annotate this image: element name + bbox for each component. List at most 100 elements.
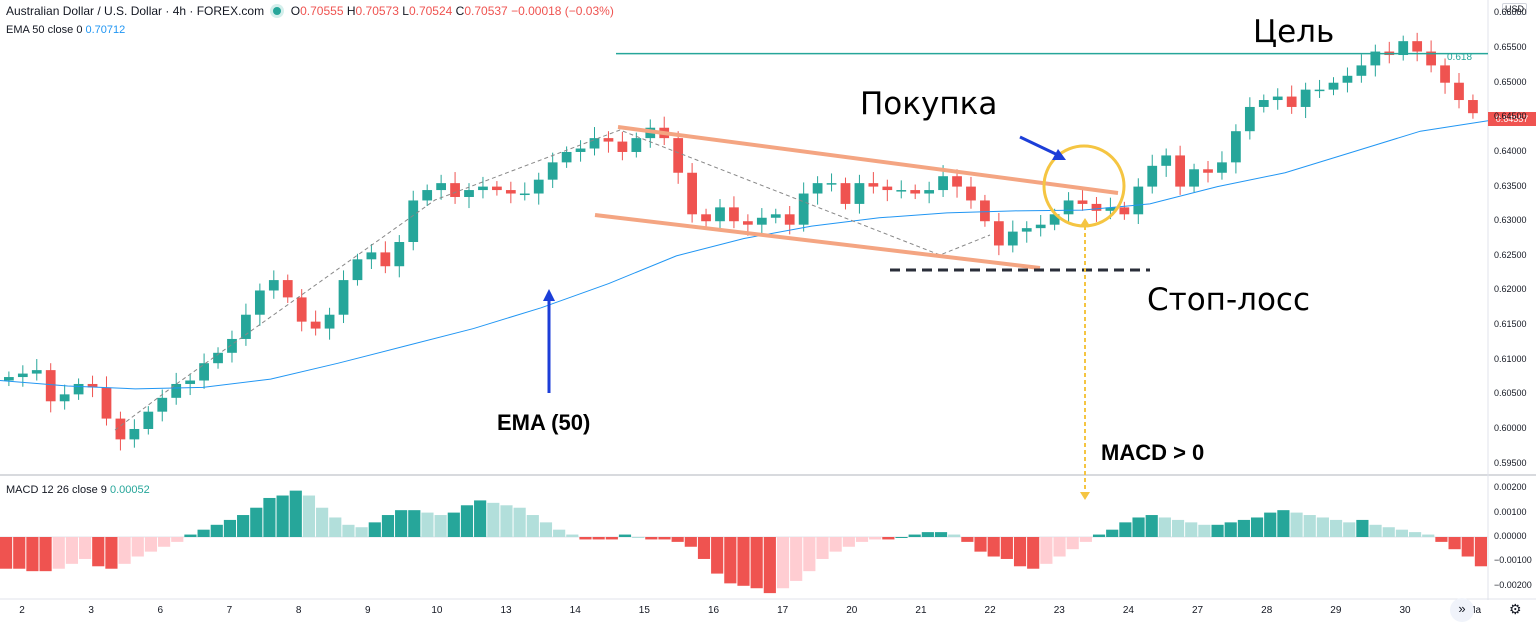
macd-bar xyxy=(223,519,237,537)
gear-icon[interactable]: ⚙ xyxy=(1509,601,1522,617)
macd-bar xyxy=(961,537,974,542)
time-tick: 6 xyxy=(157,605,164,616)
macd-bar xyxy=(948,534,961,537)
stop-loss-annotation: Стоп-лосс xyxy=(1147,282,1310,318)
candle xyxy=(1133,186,1144,215)
macd-bar xyxy=(355,527,368,537)
macd-bar xyxy=(526,515,539,537)
macd-bar xyxy=(1171,519,1185,537)
macd-bar xyxy=(737,537,750,586)
price-tick: 0.63500 xyxy=(1494,180,1527,191)
candle xyxy=(227,338,237,353)
macd-bar xyxy=(1185,522,1198,537)
candle xyxy=(938,176,948,191)
macd-bar xyxy=(487,502,500,537)
candle xyxy=(422,190,433,201)
candle xyxy=(241,314,251,339)
macd-bar xyxy=(250,507,263,537)
candle xyxy=(1203,169,1213,173)
macd-bar xyxy=(1013,537,1027,567)
price-tick: 0.63000 xyxy=(1494,215,1527,226)
time-tick: 29 xyxy=(1330,605,1342,616)
candle xyxy=(882,186,893,191)
macd-bar xyxy=(13,537,26,569)
macd-bar xyxy=(500,505,513,537)
price-tick: 0.62500 xyxy=(1494,249,1527,260)
macd-bar xyxy=(579,537,592,540)
candle xyxy=(1426,51,1436,66)
candle xyxy=(1217,162,1227,173)
candle xyxy=(631,138,642,152)
candle xyxy=(952,176,962,187)
macd-bar xyxy=(105,537,118,569)
macd-bar xyxy=(1264,512,1277,537)
macd-bar xyxy=(1066,537,1079,550)
close-value: 0.70537 xyxy=(464,4,508,18)
candle xyxy=(1021,228,1032,232)
candle xyxy=(896,190,907,192)
low-label: L xyxy=(402,4,409,18)
macd-bar xyxy=(816,537,829,559)
macd-link-head-bottom xyxy=(1080,492,1090,500)
macd-bar xyxy=(263,497,276,537)
change-value: −0.00018 (−0.03%) xyxy=(511,4,614,18)
macd-bar xyxy=(1461,537,1474,557)
macd-bar xyxy=(1474,537,1487,567)
legend-symbol-line: Australian Dollar / U.S. Dollar · 4h · F… xyxy=(6,4,614,18)
macd-bar xyxy=(408,510,421,537)
candle xyxy=(617,141,628,152)
candle xyxy=(310,321,321,329)
time-tick: 10 xyxy=(431,605,443,616)
macd-bar xyxy=(302,495,316,537)
ema-legend[interactable]: EMA 50 close 0 0.70712 xyxy=(6,24,125,36)
high-label: H xyxy=(346,4,356,18)
candle xyxy=(59,394,70,402)
macd-bar xyxy=(26,537,39,572)
macd-bar xyxy=(632,537,645,538)
currency-button[interactable]: USD xyxy=(1502,3,1528,15)
macd-bar xyxy=(1092,534,1106,537)
macd-bar xyxy=(1303,515,1316,537)
candle xyxy=(547,162,558,180)
macd-bar xyxy=(342,524,355,537)
macd-bar xyxy=(1382,527,1395,537)
candle xyxy=(129,428,140,440)
macd-legend[interactable]: MACD 12 26 close 9 0.00052 xyxy=(6,484,150,496)
time-tick: 30 xyxy=(1399,605,1411,616)
macd-bar xyxy=(1053,537,1066,557)
macd-bar xyxy=(539,522,553,537)
candle xyxy=(798,193,809,225)
candle xyxy=(213,352,223,364)
scroll-to-realtime-button[interactable]: » xyxy=(1450,598,1474,622)
candle xyxy=(450,183,460,197)
candle xyxy=(1412,41,1423,52)
price-tick: 0.60000 xyxy=(1494,422,1527,433)
candle xyxy=(1272,96,1283,101)
macd-bar xyxy=(171,537,184,542)
price-tick: 0.64500 xyxy=(1494,111,1527,122)
time-tick: 3 xyxy=(88,605,94,616)
candle xyxy=(575,148,586,152)
macd-bar xyxy=(39,537,52,572)
macd-bar xyxy=(842,537,855,547)
macd-bar xyxy=(658,537,671,540)
candle xyxy=(1105,207,1116,211)
candle xyxy=(993,221,1004,246)
candle xyxy=(185,380,196,384)
candle xyxy=(1091,203,1102,211)
macd-bar xyxy=(381,515,395,537)
macd-bar xyxy=(316,507,329,537)
macd-bar xyxy=(1329,519,1343,537)
candle xyxy=(770,214,781,218)
candle xyxy=(910,190,921,194)
macd-bar xyxy=(790,537,803,581)
candle xyxy=(715,207,725,222)
macd-bar xyxy=(895,537,908,538)
candle xyxy=(1161,155,1172,166)
candle xyxy=(840,183,851,204)
time-tick: 16 xyxy=(707,605,720,616)
macd-bar xyxy=(118,537,131,564)
macd-bar xyxy=(65,537,79,564)
candle xyxy=(673,138,684,173)
